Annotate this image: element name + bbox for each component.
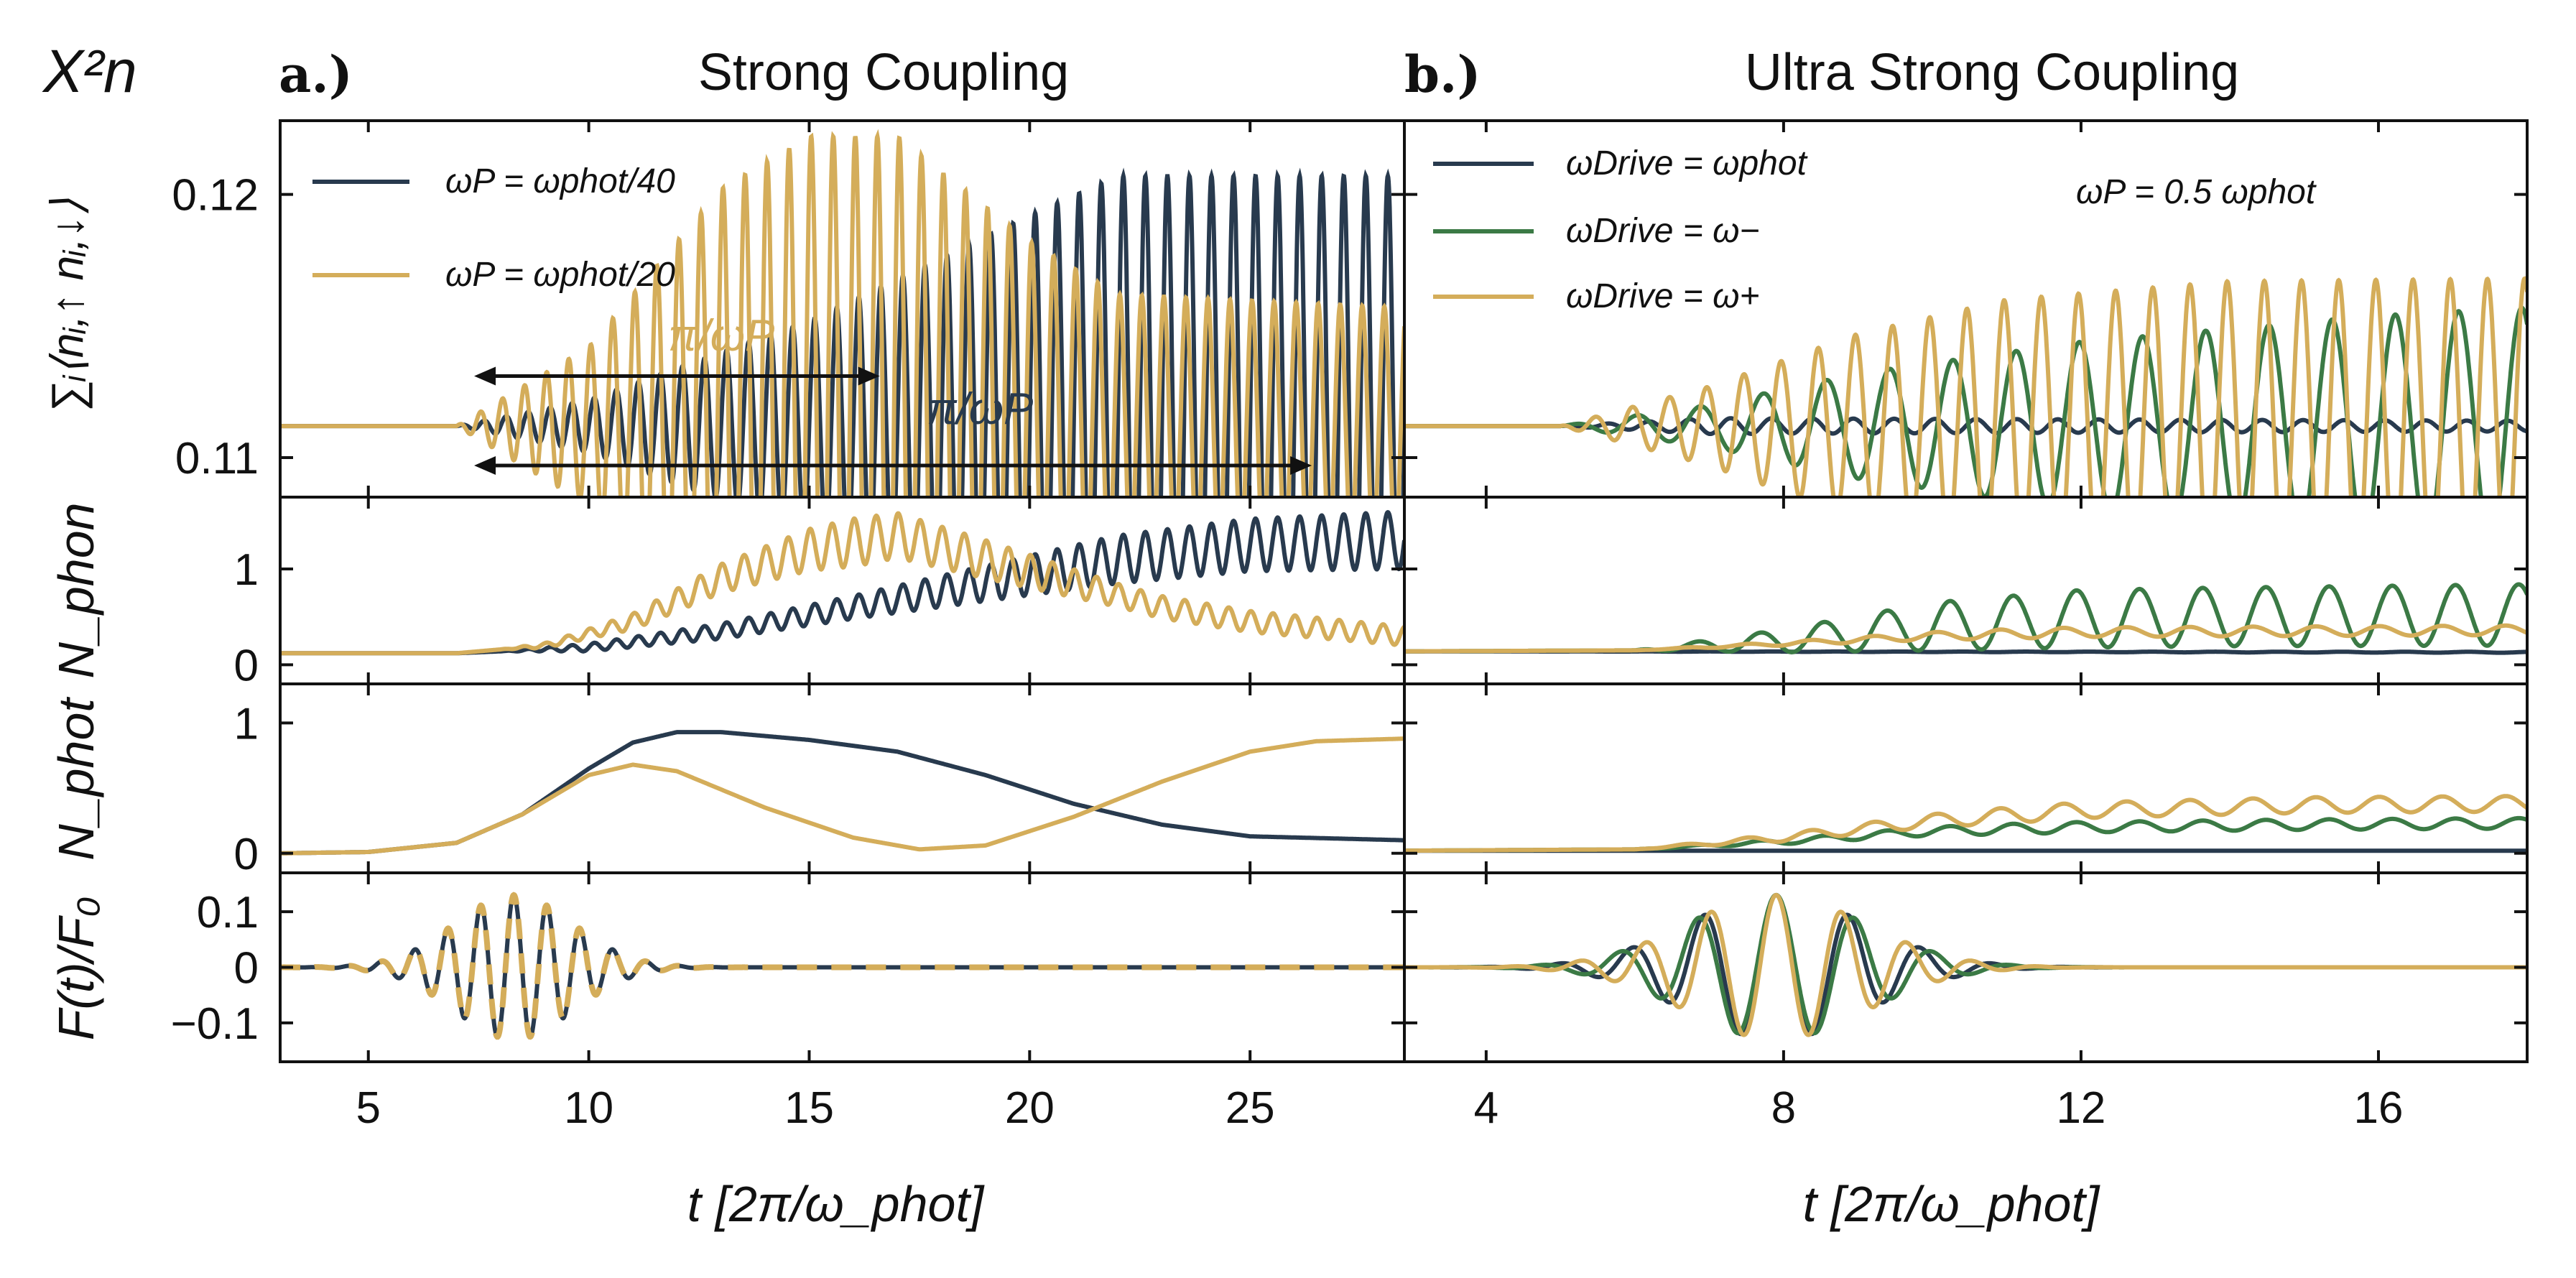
- arrow-label-navy: π/ωP: [927, 384, 1033, 434]
- x-tick-label: 10: [564, 1083, 613, 1133]
- legend-b-entry-3: ωDrive = ω+: [1566, 277, 1760, 315]
- x-tick-label: 4: [1474, 1083, 1498, 1133]
- arrow-label-gold: π/ωP: [668, 311, 774, 361]
- x-tick-label: 25: [1226, 1083, 1275, 1133]
- y-tick-label: 1: [234, 699, 259, 749]
- panel-a-title: Strong Coupling: [698, 44, 1069, 101]
- y-tick-label: 0.12: [172, 171, 259, 221]
- y-tick-label: −0.1: [171, 999, 259, 1049]
- x-tick-label: 20: [1005, 1083, 1055, 1133]
- row-label-nphot: N_phot: [48, 697, 104, 861]
- y-tick-label: 0: [234, 944, 259, 994]
- legend-a-entry-2: ωP = ωphot/20: [445, 256, 675, 294]
- series-line-b-N_phot-green: [1404, 815, 2527, 853]
- panel-b-title: Ultra Strong Coupling: [1745, 44, 2239, 101]
- series-line-b-force-gold: [1404, 892, 2527, 1037]
- subplot-b-N_phon: [1403, 496, 2529, 685]
- subplot-b-N_phot: [1403, 682, 2529, 874]
- x-axis-label-b: t [2π/ω_phot]: [1803, 1176, 2100, 1232]
- annotation-b: ωP = 0.5 ωphot: [2076, 173, 2317, 211]
- subplot-a-double_occupancy: 0.11 0.12: [172, 119, 1406, 499]
- x-tick-label: 16: [2353, 1083, 2403, 1133]
- y-tick-label: 0: [234, 641, 259, 690]
- legend-panel-b: ωDrive = ωphot ωDrive = ω− ωDrive = ω+ ω…: [1433, 144, 2317, 315]
- series-line-a-N_phon-gold: [280, 511, 1404, 656]
- x-tick-label: 8: [1771, 1083, 1796, 1133]
- legend-a-entry-1: ωP = ωphot/40: [445, 162, 675, 200]
- arrow-head-left: [474, 456, 496, 476]
- arrow-head-left: [474, 366, 496, 386]
- y-tick-label: 0.1: [197, 888, 259, 937]
- arrow-head-right: [858, 366, 880, 386]
- legend-b-entry-2: ωDrive = ω−: [1566, 212, 1760, 250]
- subplot-a-N_phot: 01: [234, 682, 1406, 879]
- series-line-a-N_phot-gold: [280, 736, 1404, 856]
- legend-panel-a: ωP = ωphot/40 ωP = ωphot/20: [312, 162, 675, 294]
- corner-label: X²n: [42, 37, 137, 105]
- series-line-b-double_occupancy-gold: [1404, 276, 2527, 497]
- legend-b-entry-1: ωDrive = ωphot: [1566, 144, 1808, 182]
- x-tick-label: 5: [356, 1083, 381, 1133]
- series-line-b-N_phot-gold: [1404, 794, 2527, 853]
- axes-frame: [1403, 682, 2529, 874]
- x-tick-label: 12: [2056, 1083, 2105, 1133]
- y-tick-label: 0.11: [175, 434, 259, 483]
- subplot-b-force: 4 8 12 16: [1403, 871, 2529, 1133]
- y-tick-label: 1: [234, 545, 259, 595]
- series-line-a-double_occupancy-navy: [280, 167, 1404, 497]
- panel-a-letter: a.): [279, 45, 353, 104]
- row-label-double-occupancy: ∑ᵢ⟨nᵢ,↑ nᵢ,↓⟩: [43, 198, 93, 412]
- y-tick-label: 0: [234, 830, 259, 879]
- row-label-force: F(t)/F₀: [48, 897, 104, 1041]
- x-axis-label-a: t [2π/ω_phot]: [687, 1176, 985, 1232]
- series-line-b-N_phon-green: [1404, 582, 2527, 654]
- subplot-a-force: −0.10 0.1 5 10 15 20 25: [171, 871, 1406, 1133]
- subplot-b-double_occupancy: [1403, 119, 2529, 499]
- series-line-a-N_phon-navy: [280, 509, 1404, 656]
- series-line-a-double_occupancy-gold: [280, 129, 1404, 497]
- row-label-nphon: N_phon: [48, 502, 104, 678]
- panel-b-letter: b.): [1404, 45, 1481, 104]
- series-line-a-force-gold: [280, 892, 1404, 1040]
- series-line-b-N_phon-gold: [1404, 623, 2527, 654]
- arrow-head-right: [1290, 456, 1312, 476]
- x-tick-label: 15: [784, 1083, 834, 1133]
- subplot-a-N_phon: 01: [234, 496, 1406, 690]
- axes-frame: [1403, 496, 2529, 685]
- series-line-b-double_occupancy-green: [1404, 305, 2527, 497]
